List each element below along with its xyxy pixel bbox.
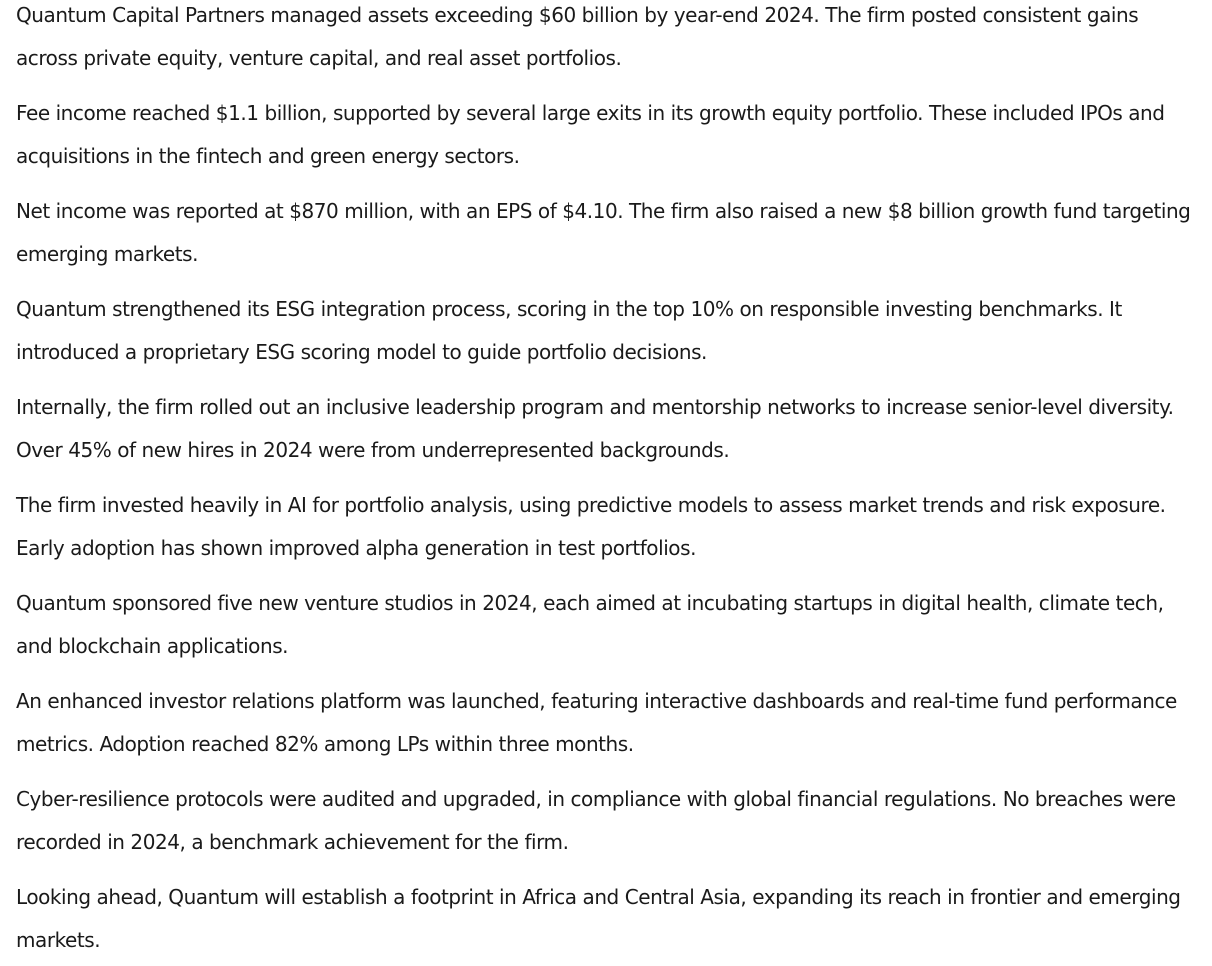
- paragraph-diversity: Internally, the firm rolled out an inclu…: [16, 395, 1174, 462]
- paragraph-investor-relations: An enhanced investor relations platform …: [16, 689, 1177, 756]
- paragraph-venture-studios: Quantum sponsored five new venture studi…: [16, 591, 1164, 658]
- paragraph-esg: Quantum strengthened its ESG integration…: [16, 297, 1122, 364]
- paragraph-outlook: Looking ahead, Quantum will establish a …: [16, 885, 1181, 952]
- paragraph-assets: Quantum Capital Partners managed assets …: [16, 3, 1139, 70]
- paragraph-ai: The firm invested heavily in AI for port…: [16, 493, 1166, 560]
- paragraph-cyber-resilience: Cyber-resilience protocols were audited …: [16, 787, 1176, 854]
- paragraph-fee-income: Fee income reached $1.1 billion, support…: [16, 101, 1165, 168]
- paragraph-net-income: Net income was reported at $870 million,…: [16, 199, 1191, 266]
